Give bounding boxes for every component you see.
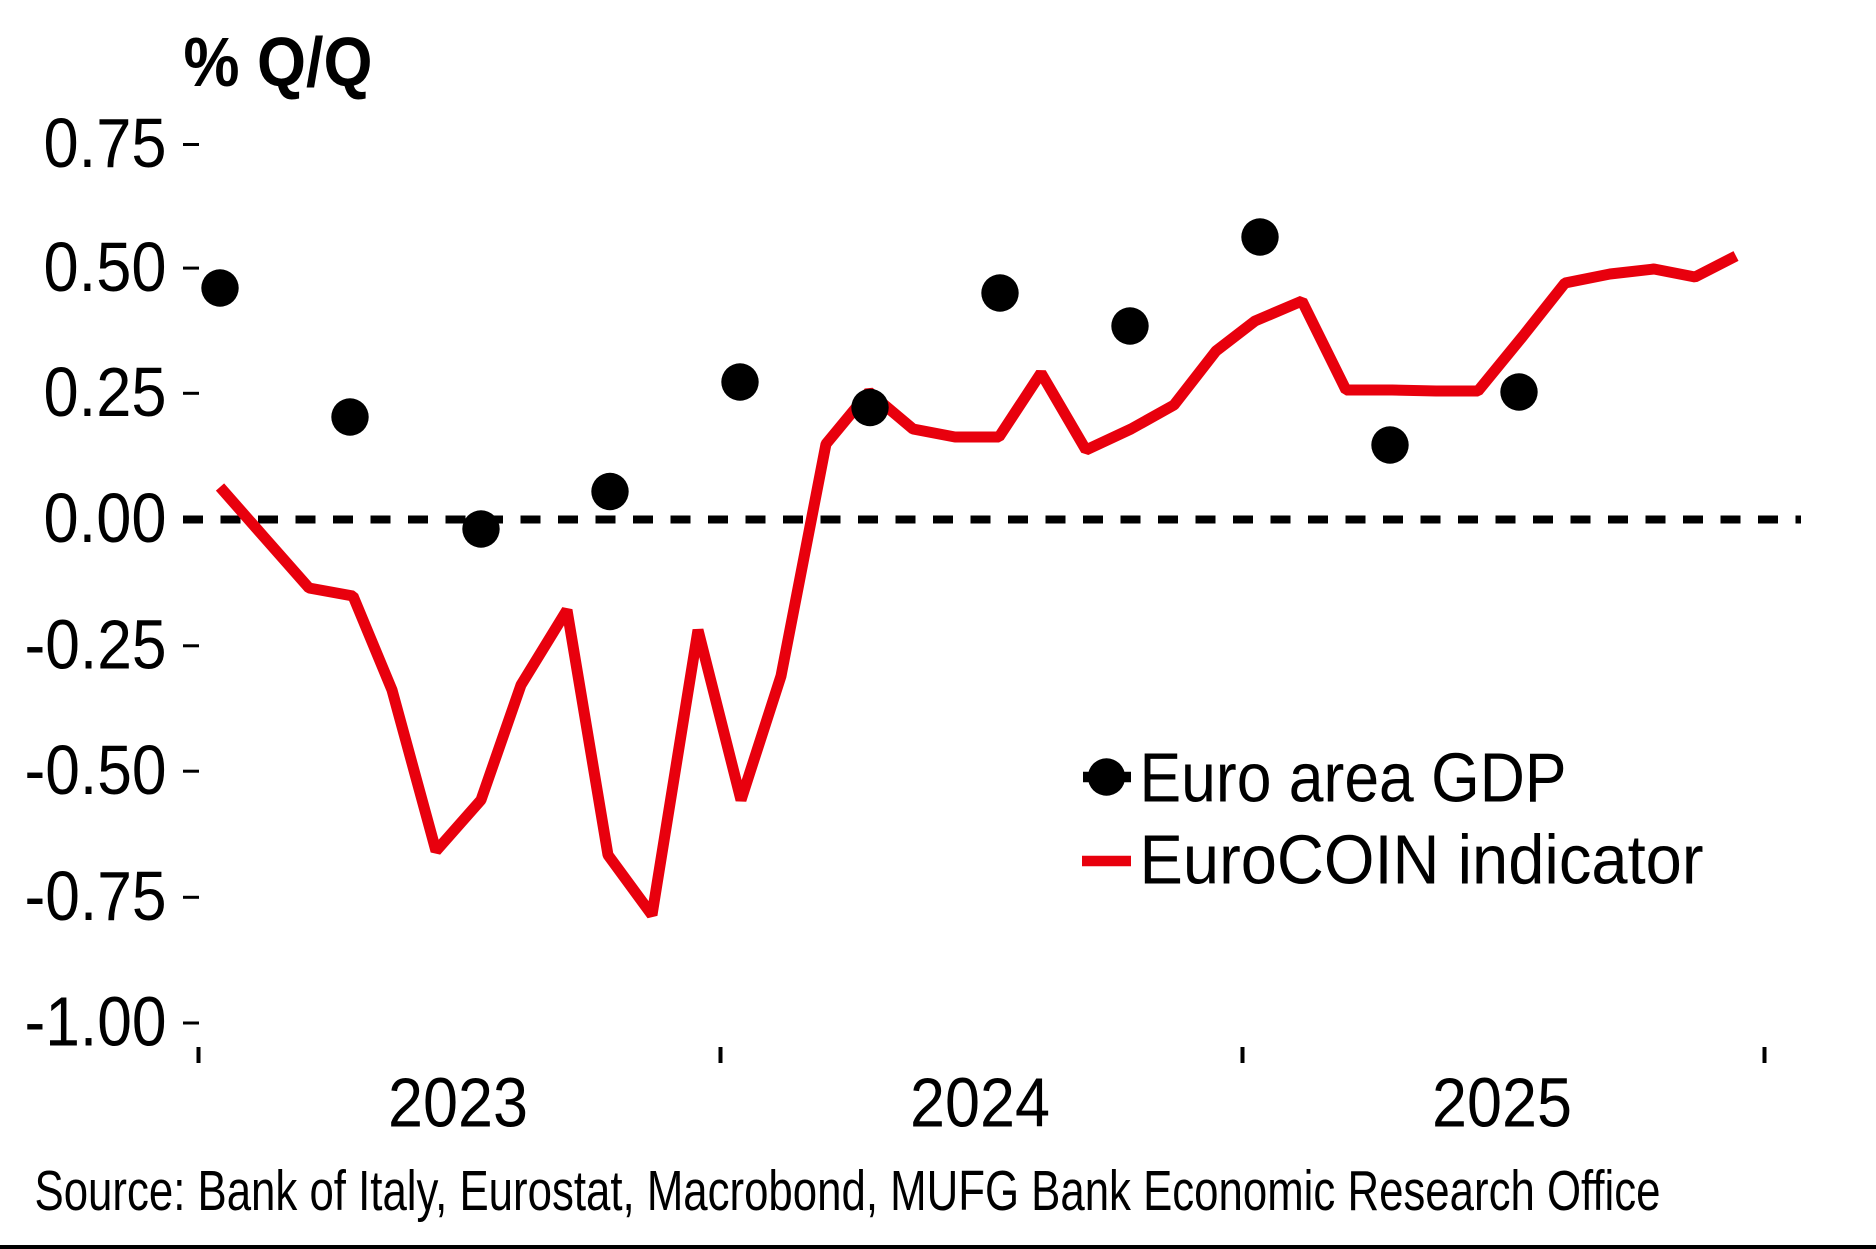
svg-text:2023: 2023 <box>388 1063 528 1141</box>
svg-text:0.00: 0.00 <box>44 479 167 557</box>
svg-text:0.75: 0.75 <box>44 104 167 182</box>
svg-text:EuroCOIN indicator: EuroCOIN indicator <box>1140 821 1704 899</box>
svg-text:% Q/Q: % Q/Q <box>184 23 373 101</box>
svg-text:-0.75: -0.75 <box>25 857 167 935</box>
svg-text:2025: 2025 <box>1432 1063 1572 1141</box>
svg-text:Source: Bank of Italy, Eurosta: Source: Bank of Italy, Eurostat, Macrobo… <box>35 1159 1661 1223</box>
svg-text:Euro area GDP: Euro area GDP <box>1140 738 1567 816</box>
svg-text:2024: 2024 <box>910 1063 1050 1141</box>
svg-text:0.50: 0.50 <box>44 228 167 306</box>
svg-text:-0.50: -0.50 <box>25 731 167 809</box>
svg-text:-0.25: -0.25 <box>25 606 167 684</box>
svg-text:-1.00: -1.00 <box>25 983 167 1061</box>
svg-text:0.25: 0.25 <box>44 353 167 431</box>
